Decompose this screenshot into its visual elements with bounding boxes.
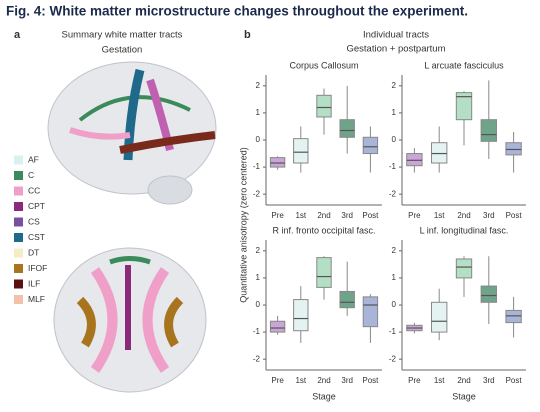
legend-label: MLF <box>28 294 45 304</box>
x-tick-label: Post <box>506 211 523 220</box>
legend-label: DT <box>28 247 39 257</box>
x-tick-label: 2nd <box>457 211 470 220</box>
box <box>362 136 379 155</box>
y-tick-label: 2 <box>256 246 261 255</box>
legend-label: ILF <box>28 278 40 288</box>
y-axis-label: Quantitative anisotropy (zero centered) <box>238 147 248 303</box>
panel-label: b <box>244 29 251 41</box>
x-tick-label: 3rd <box>341 211 353 220</box>
box <box>362 296 379 328</box>
box <box>316 94 332 118</box>
x-tick-label: 3rd <box>341 376 353 385</box>
box <box>455 258 473 279</box>
x-tick-label: Post <box>362 376 379 385</box>
x-tick-label: 3rd <box>483 211 495 220</box>
legend-label: CPT <box>28 201 45 211</box>
panel-subtitle: Gestation + postpartum <box>346 44 445 55</box>
x-tick-label: 1st <box>434 211 445 220</box>
x-tick-label: 2nd <box>457 376 470 385</box>
box <box>505 142 522 156</box>
legend-label: CST <box>28 232 45 242</box>
chart-title: R inf. fronto occipital fasc. <box>272 225 375 235</box>
y-tick-label: 0 <box>392 135 397 144</box>
y-tick-label: -1 <box>253 162 261 171</box>
box <box>269 157 286 168</box>
y-tick-label: 0 <box>392 300 397 309</box>
box <box>431 142 448 164</box>
box <box>339 119 355 138</box>
chart-title: Corpus Callosum <box>289 60 358 70</box>
x-axis-label: Stage <box>312 391 336 401</box>
legend-swatch <box>14 171 23 180</box>
box <box>505 309 522 324</box>
box <box>431 301 448 333</box>
legend-swatch <box>14 217 23 227</box>
legend-swatch <box>14 155 23 165</box>
box <box>455 92 473 121</box>
legend-label: IFOF <box>28 263 47 273</box>
legend-swatch <box>14 279 23 289</box>
box <box>269 320 286 333</box>
y-tick-label: 1 <box>256 108 261 117</box>
x-tick-label: Pre <box>408 211 421 220</box>
box <box>480 285 497 303</box>
box <box>293 138 309 164</box>
box <box>406 153 423 167</box>
y-tick-label: -1 <box>389 162 397 171</box>
y-tick-label: 0 <box>256 300 261 309</box>
box <box>293 299 309 332</box>
legend-label: CC <box>28 185 40 195</box>
legend-swatch <box>14 186 23 196</box>
y-tick-label: -1 <box>253 327 261 336</box>
box <box>316 257 332 288</box>
x-tick-label: 1st <box>434 376 445 385</box>
x-tick-label: 3rd <box>483 376 495 385</box>
x-tick-label: Pre <box>408 376 421 385</box>
x-tick-label: 2nd <box>317 376 330 385</box>
y-tick-label: -2 <box>389 189 397 198</box>
y-tick-label: 1 <box>392 108 397 117</box>
y-tick-label: -2 <box>253 189 261 198</box>
y-tick-label: 2 <box>256 81 261 90</box>
y-tick-label: 2 <box>392 81 397 90</box>
y-tick-label: 1 <box>392 273 397 282</box>
legend-swatch <box>14 233 23 242</box>
y-tick-label: 2 <box>392 246 397 255</box>
chart-title: L inf. longitudinal fasc. <box>420 225 509 235</box>
x-tick-label: Post <box>362 211 379 220</box>
panel-title: Individual tracts <box>363 30 429 41</box>
y-tick-label: 0 <box>256 135 261 144</box>
panel-title: Summary white matter tracts <box>62 30 183 41</box>
box <box>480 119 497 142</box>
x-tick-label: Pre <box>271 211 284 220</box>
y-tick-label: -2 <box>253 354 261 363</box>
legend-swatch <box>14 264 23 273</box>
y-tick-label: -1 <box>389 327 397 336</box>
legend-swatch <box>14 202 23 211</box>
y-tick-label: -2 <box>389 354 397 363</box>
legend-label: CS <box>28 216 40 226</box>
brain-lateral <box>47 61 217 205</box>
figure-title: Fig. 4: White matter microstructure chan… <box>6 4 468 19</box>
x-tick-label: Post <box>506 376 523 385</box>
y-tick-label: 1 <box>256 273 261 282</box>
x-tick-label: Pre <box>271 376 284 385</box>
legend-label: C <box>28 170 34 180</box>
panel-label: a <box>14 29 21 41</box>
x-tick-label: 1st <box>295 211 306 220</box>
chart-title: L arcuate fasciculus <box>424 60 504 70</box>
brain-axial <box>53 247 207 393</box>
x-tick-label: 1st <box>295 376 306 385</box>
box <box>339 290 355 309</box>
legend-swatch <box>14 248 23 258</box>
x-axis-label: Stage <box>452 391 476 401</box>
legend-label: AF <box>28 154 39 164</box>
x-tick-label: 2nd <box>317 211 330 220</box>
panel-subtitle: Gestation <box>102 45 143 56</box>
legend-swatch <box>14 295 23 304</box>
